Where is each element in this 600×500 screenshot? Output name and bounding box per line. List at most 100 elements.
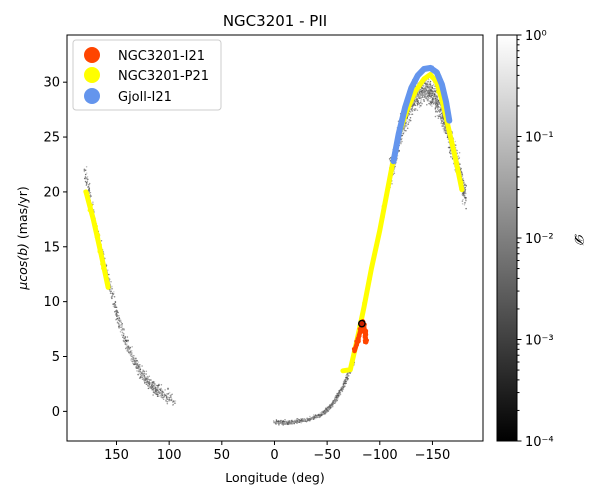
gjoll-i21-point (442, 95, 446, 99)
x-tick-label: 0 (270, 448, 278, 463)
density-point (412, 103, 414, 106)
density-point (345, 382, 347, 385)
x-tick-label: 150 (104, 448, 129, 463)
density-point (432, 96, 434, 99)
density-point (429, 101, 432, 104)
density-point (457, 155, 460, 157)
x-tick-label: 100 (157, 448, 182, 463)
ngc3201-p21-point (381, 215, 385, 219)
density-point (427, 91, 430, 93)
ngc3201-p21-point (94, 235, 98, 239)
density-point (88, 188, 90, 191)
density-point (168, 397, 171, 399)
density-point (465, 198, 467, 200)
density-point (410, 113, 412, 116)
density-point (454, 140, 457, 143)
density-point (147, 377, 149, 380)
density-point (463, 204, 466, 206)
legend-marker-ngc3201-i21 (84, 47, 100, 63)
density-point (152, 389, 154, 391)
density-point (431, 98, 434, 100)
density-point (462, 179, 465, 182)
density-point (149, 383, 152, 385)
density-point (283, 421, 286, 424)
density-point (423, 92, 426, 94)
density-point (317, 414, 320, 416)
density-point (426, 87, 428, 89)
density-point (89, 191, 92, 194)
density-point (123, 333, 125, 335)
density-point (465, 185, 467, 187)
density-point (145, 370, 148, 372)
density-point (137, 361, 140, 363)
legend-marker-gjoll-i21 (84, 88, 100, 104)
density-point (293, 421, 296, 423)
density-point (461, 174, 463, 177)
density-point (401, 137, 403, 140)
density-point (427, 97, 429, 99)
density-point (325, 409, 327, 412)
density-point (148, 381, 150, 383)
density-point (321, 412, 323, 414)
density-point (314, 414, 317, 416)
legend: NGC3201-I21 NGC3201-P21 Gjoll-I21 (72, 39, 222, 111)
series-gjoll-i21 (390, 64, 453, 165)
density-point (156, 389, 159, 391)
ngc3201-p21-point (347, 368, 351, 372)
gjoll-i21-point (446, 102, 450, 106)
density-point (393, 172, 396, 175)
colorbar-tick-label: 10⁻² (525, 232, 554, 247)
ngc3201-i21-point (356, 333, 360, 337)
density-point (118, 325, 120, 328)
density-point (174, 400, 177, 402)
ngc3201-p21-point (101, 266, 105, 270)
density-point (436, 97, 438, 100)
density-point (129, 351, 132, 353)
ngc3201-p21-point (372, 256, 377, 260)
density-point (161, 393, 164, 396)
ngc3201-p21-point (427, 73, 431, 77)
density-point (417, 101, 420, 104)
ngc3201-p21-point (368, 276, 372, 280)
density-point (408, 113, 411, 116)
gjoll-i21-point (408, 85, 412, 89)
density-point (325, 411, 328, 414)
density-point (144, 382, 146, 384)
density-point (463, 191, 465, 193)
density-point (347, 372, 349, 374)
density-point (133, 360, 136, 362)
density-point (281, 420, 284, 423)
density-point (426, 82, 428, 85)
density-point (128, 351, 130, 354)
density-point (88, 187, 91, 189)
density-point (118, 315, 120, 317)
density-point (422, 98, 425, 101)
density-point (336, 399, 338, 402)
density-point (281, 423, 283, 425)
density-point (344, 380, 347, 382)
density-point (432, 83, 435, 86)
density-point (286, 423, 289, 425)
density-point (119, 320, 121, 323)
density-point (129, 346, 132, 349)
density-point (442, 123, 445, 126)
density-point (447, 146, 450, 149)
density-point (298, 421, 301, 424)
density-point (435, 105, 438, 107)
density-point (275, 419, 278, 421)
density-point (336, 392, 338, 395)
density-point (113, 302, 116, 305)
density-point (408, 119, 411, 122)
density-point (162, 398, 165, 400)
density-point (291, 421, 293, 424)
density-point (433, 95, 436, 97)
density-point (432, 91, 434, 93)
density-point (114, 305, 116, 308)
density-point (124, 342, 126, 344)
density-point (117, 322, 120, 324)
density-point (426, 94, 429, 96)
density-point (169, 394, 172, 397)
density-point (132, 357, 135, 359)
density-point (433, 102, 435, 105)
density-point (285, 423, 287, 425)
